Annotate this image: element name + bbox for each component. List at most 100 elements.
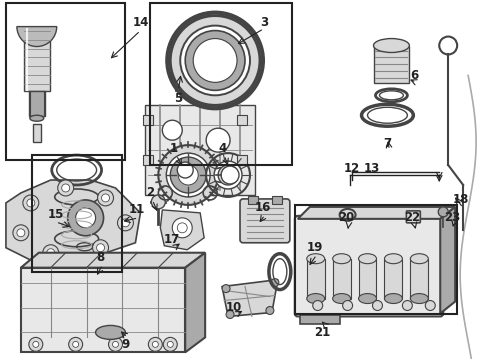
- Circle shape: [193, 39, 237, 82]
- Ellipse shape: [359, 254, 376, 264]
- Text: 7: 7: [383, 137, 392, 150]
- Circle shape: [221, 166, 239, 184]
- Circle shape: [33, 341, 39, 347]
- Polygon shape: [160, 210, 204, 250]
- Circle shape: [101, 194, 110, 202]
- Circle shape: [402, 301, 413, 310]
- Circle shape: [73, 341, 78, 347]
- Polygon shape: [21, 253, 205, 268]
- Text: 10: 10: [226, 301, 242, 314]
- Polygon shape: [185, 253, 205, 352]
- Circle shape: [69, 337, 83, 351]
- Text: 14: 14: [132, 16, 148, 29]
- Bar: [410, 259, 428, 298]
- Circle shape: [218, 165, 238, 185]
- Ellipse shape: [30, 115, 44, 121]
- Circle shape: [175, 55, 185, 66]
- Bar: [33, 124, 41, 142]
- Bar: [21, 268, 185, 352]
- Text: 9: 9: [122, 338, 129, 351]
- Ellipse shape: [333, 254, 350, 264]
- Text: 12: 12: [343, 162, 360, 175]
- Ellipse shape: [333, 293, 350, 303]
- Circle shape: [151, 195, 165, 209]
- Circle shape: [93, 240, 108, 256]
- Bar: [307, 259, 325, 298]
- Text: 19: 19: [307, 241, 323, 254]
- Bar: [385, 259, 402, 298]
- Circle shape: [266, 306, 274, 315]
- Bar: [144, 155, 153, 165]
- Polygon shape: [440, 207, 455, 314]
- Bar: [295, 205, 457, 315]
- Circle shape: [226, 310, 234, 319]
- Circle shape: [185, 31, 245, 90]
- Text: 23: 23: [444, 211, 460, 224]
- Bar: [272, 196, 282, 204]
- Bar: [55, 197, 98, 239]
- Wedge shape: [17, 27, 57, 46]
- Circle shape: [98, 190, 114, 206]
- Circle shape: [23, 195, 39, 211]
- Text: 8: 8: [97, 251, 105, 264]
- Bar: [150, 3, 292, 165]
- Bar: [359, 259, 376, 298]
- Text: 6: 6: [410, 69, 418, 82]
- Text: 21: 21: [315, 326, 331, 339]
- Circle shape: [171, 157, 206, 193]
- Circle shape: [122, 219, 129, 227]
- Bar: [144, 115, 153, 125]
- Circle shape: [372, 301, 383, 310]
- Circle shape: [108, 337, 122, 351]
- Bar: [24, 27, 50, 91]
- Circle shape: [180, 26, 250, 95]
- Polygon shape: [6, 180, 141, 263]
- Circle shape: [167, 341, 173, 347]
- Ellipse shape: [410, 254, 428, 264]
- Circle shape: [118, 215, 133, 231]
- Ellipse shape: [307, 254, 325, 264]
- Text: 15: 15: [48, 208, 64, 221]
- Text: 16: 16: [255, 201, 271, 215]
- FancyBboxPatch shape: [406, 211, 420, 223]
- Text: 13: 13: [364, 162, 380, 175]
- Text: 22: 22: [404, 211, 420, 224]
- Circle shape: [172, 218, 192, 238]
- FancyBboxPatch shape: [295, 216, 443, 316]
- Text: 11: 11: [128, 203, 145, 216]
- Circle shape: [68, 200, 103, 236]
- Bar: [373, 45, 409, 84]
- Circle shape: [166, 153, 210, 197]
- Circle shape: [169, 50, 191, 71]
- Circle shape: [148, 337, 162, 351]
- Circle shape: [13, 225, 29, 241]
- Ellipse shape: [307, 293, 325, 303]
- FancyBboxPatch shape: [240, 199, 290, 243]
- Ellipse shape: [385, 293, 402, 303]
- Circle shape: [62, 184, 70, 192]
- Ellipse shape: [385, 254, 402, 264]
- Circle shape: [17, 229, 25, 237]
- Ellipse shape: [96, 325, 125, 339]
- Text: 5: 5: [174, 92, 182, 105]
- Circle shape: [27, 199, 35, 207]
- Circle shape: [75, 208, 96, 228]
- Bar: [6, 3, 125, 160]
- Text: 17: 17: [164, 233, 180, 246]
- Bar: [32, 155, 122, 272]
- Circle shape: [58, 180, 74, 196]
- Ellipse shape: [55, 189, 98, 205]
- Circle shape: [222, 285, 230, 293]
- Bar: [146, 105, 255, 195]
- Text: 4: 4: [218, 141, 226, 155]
- Bar: [29, 91, 45, 116]
- Text: 3: 3: [260, 16, 268, 29]
- Circle shape: [177, 162, 193, 178]
- Circle shape: [214, 161, 242, 189]
- Text: 1: 1: [169, 141, 177, 155]
- Circle shape: [206, 128, 230, 152]
- Circle shape: [171, 15, 260, 105]
- Bar: [333, 259, 350, 298]
- Circle shape: [178, 165, 198, 185]
- Text: 20: 20: [339, 211, 355, 224]
